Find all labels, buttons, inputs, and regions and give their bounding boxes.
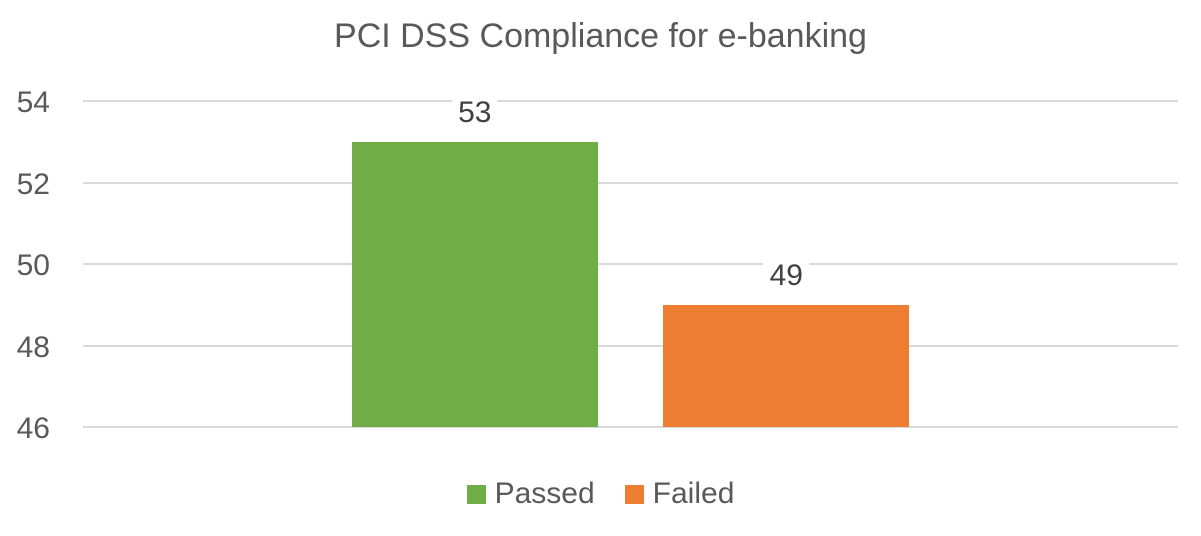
legend-label-passed: Passed bbox=[494, 477, 595, 510]
bar-failed bbox=[663, 304, 910, 427]
legend-swatch-failed-icon bbox=[624, 484, 644, 504]
legend-label-failed: Failed bbox=[652, 477, 735, 510]
y-axis-tick-label: 46 bbox=[16, 412, 50, 445]
bar-passed bbox=[351, 141, 598, 427]
gridline bbox=[83, 344, 1178, 347]
y-axis-tick-label: 54 bbox=[16, 86, 50, 119]
gridline bbox=[83, 263, 1178, 265]
gridline bbox=[83, 100, 1178, 102]
y-axis-tick-label: 48 bbox=[16, 330, 50, 364]
gridline bbox=[83, 181, 1178, 184]
gridline bbox=[83, 426, 1178, 428]
legend-item-passed: Passed bbox=[466, 477, 595, 511]
bar-value-label: 49 bbox=[763, 258, 809, 293]
legend-swatch-passed-icon bbox=[466, 484, 486, 504]
chart-title: PCI DSS Compliance for e-banking bbox=[334, 17, 867, 55]
y-axis-tick-label: 52 bbox=[16, 167, 50, 201]
legend-item-failed: Failed bbox=[624, 477, 735, 511]
y-axis-tick-label: 50 bbox=[16, 249, 50, 282]
bar-value-label: 53 bbox=[452, 95, 498, 130]
legend: Passed Failed bbox=[0, 477, 1201, 511]
